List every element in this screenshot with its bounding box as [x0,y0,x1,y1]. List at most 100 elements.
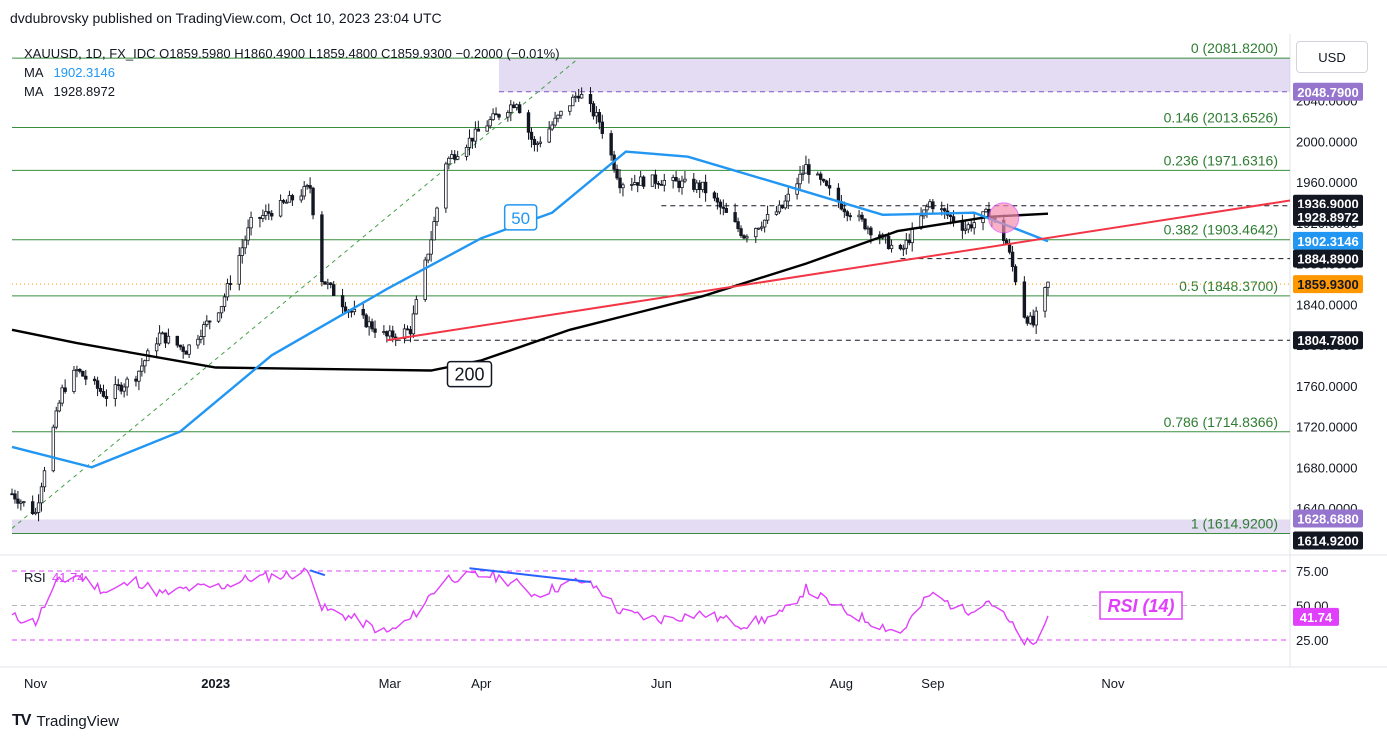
candle-body [444,163,448,209]
currency-button[interactable]: USD [1296,41,1368,73]
candle-body [615,168,619,179]
candle-body [119,384,123,392]
tradingview-logo-icon: TV [12,712,31,729]
candle-body [697,182,702,191]
candle-body [63,387,67,392]
candle-body [228,283,233,285]
candle-body [450,154,454,159]
candle-body [208,320,212,323]
price-label: 1628.6880 [1297,512,1358,527]
candle-body [184,351,188,355]
candle-body [656,182,661,185]
candle-body [650,174,655,187]
candle-body [39,486,44,504]
candle-body [60,387,64,404]
candle-body [674,177,678,182]
candle-body [641,176,646,187]
candle-body [33,512,38,515]
candle-body [137,370,141,382]
candle-body [36,502,41,513]
fib-label: 0.786 (1714.8366) [1164,414,1278,430]
ma200-tag-label: 200 [454,365,484,385]
candle-body [783,200,787,209]
candle-body [931,201,935,210]
price-label-box [1293,207,1363,226]
candle-body [22,501,26,504]
candle-body [405,328,410,331]
candle-body [42,470,47,488]
candle-body [429,239,433,255]
candle-body [928,201,932,208]
candle-body [19,501,23,504]
candle-body [1031,315,1035,326]
candle-body [473,128,478,142]
candle-body [509,104,513,113]
rsi-tag-label: RSI (14) [1107,596,1174,616]
candle-body [1004,240,1009,244]
candle-body [821,178,826,182]
price-label-box [1293,531,1363,550]
candle-body [860,214,864,220]
candle-body [364,314,368,328]
candle-body [54,410,58,428]
time-tick: 2023 [201,676,230,691]
candle-body [910,227,914,244]
candle-body [636,182,640,186]
fib-label: 0.146 (2013.6526) [1164,110,1278,126]
candle-body [630,184,634,186]
candle-body [329,282,333,286]
candle-body [181,346,185,352]
candle-body [202,324,206,337]
candle-body [1046,281,1050,288]
candle-body [662,179,666,186]
candle-body [140,365,144,372]
candle-body [187,344,191,355]
rsi-value-label: 41.74 [1300,610,1333,625]
candle-body [1013,266,1018,283]
candle-body [154,343,159,352]
candle-body [733,212,737,223]
candle-body [721,206,726,209]
price-axis: 1640.00001680.00001720.00001760.00001800… [1293,82,1363,550]
candle-body [609,133,613,156]
candle-body [547,128,551,143]
time-tick: Sep [921,676,944,691]
candle-body [553,117,557,126]
candle-body [411,313,416,335]
candle-body [866,227,870,230]
price-label: 1614.9200 [1297,534,1358,549]
candle-body [712,192,717,199]
publisher-info: dvdubrovsky published on TradingView.com… [10,10,442,26]
candle-body [857,214,861,218]
time-tick: Nov [24,676,48,691]
candle-body [984,208,988,213]
fib-label: 0 (2081.8200) [1191,40,1278,56]
candle-body [435,207,439,223]
candle-body [556,114,560,119]
candle-body [942,208,947,212]
candle-body [340,295,345,308]
candle-body [777,204,782,213]
candle-body [659,184,664,186]
candle-body [453,154,457,160]
rsi-legend-label: RSI [24,570,46,585]
candle-body [361,308,365,316]
candle-body [804,164,808,174]
candle-body [160,332,165,335]
candle-body [715,197,720,203]
candle-body [382,331,386,333]
candle-body [757,227,761,230]
candle-body [1028,315,1032,324]
time-tick: Nov [1101,676,1125,691]
ma50-tag-label: 50 [511,209,530,228]
candle-body [948,214,953,218]
candle-body [95,380,100,389]
candle-body [940,208,944,211]
chart-canvas[interactable]: 0 (2081.8200) 0.146 (2013.6526) 0.236 (197… [0,34,1387,710]
candle-body [326,282,330,285]
price-label-box [1293,231,1363,250]
rsi-divergence-line [469,567,591,584]
rsi-tick: 75.00 [1296,564,1329,579]
candle-body [270,212,274,217]
candle-body [736,221,740,230]
